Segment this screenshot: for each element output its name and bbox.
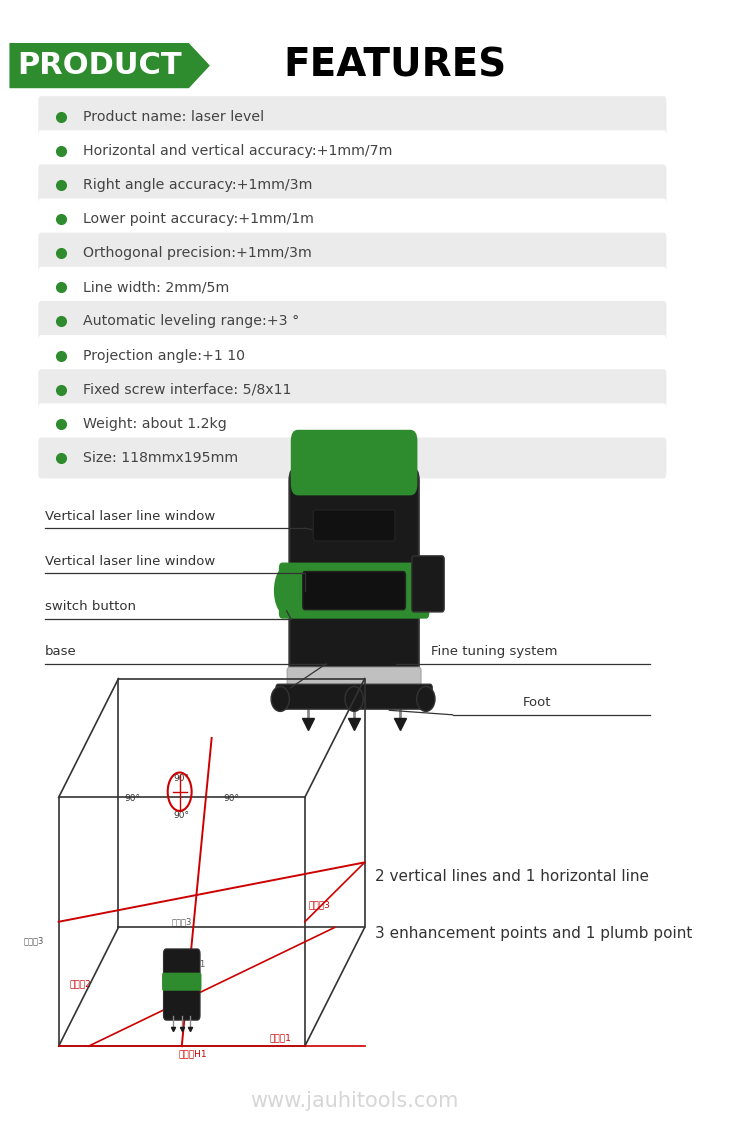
- Text: 增强点3: 增强点3: [23, 936, 44, 946]
- Text: Weight: about 1.2kg: Weight: about 1.2kg: [83, 417, 227, 431]
- Text: Product name: laser level: Product name: laser level: [83, 110, 265, 123]
- Text: 增强点3: 增强点3: [171, 917, 191, 926]
- FancyBboxPatch shape: [38, 233, 667, 274]
- Text: PRODUCT: PRODUCT: [16, 51, 182, 80]
- Text: Projection angle:+1 10: Projection angle:+1 10: [83, 348, 245, 363]
- Text: 90°: 90°: [174, 811, 190, 820]
- Text: Size: 118mmx195mm: Size: 118mmx195mm: [83, 451, 238, 465]
- FancyBboxPatch shape: [38, 335, 667, 375]
- Text: Fixed screw interface: 5/8x11: Fixed screw interface: 5/8x11: [83, 382, 292, 397]
- Text: 垂直线2: 垂直线2: [69, 979, 91, 988]
- FancyBboxPatch shape: [290, 467, 418, 698]
- FancyBboxPatch shape: [38, 404, 667, 444]
- Ellipse shape: [274, 567, 296, 614]
- Text: Fine tuning system: Fine tuning system: [431, 646, 558, 658]
- Text: 增强点1: 增强点1: [185, 959, 206, 968]
- FancyBboxPatch shape: [303, 571, 406, 610]
- FancyBboxPatch shape: [38, 130, 667, 171]
- Ellipse shape: [417, 687, 435, 711]
- Text: Lower point accuracy:+1mm/1m: Lower point accuracy:+1mm/1m: [83, 211, 314, 226]
- Text: 90°: 90°: [223, 794, 239, 803]
- Text: 垂直线1: 垂直线1: [270, 1034, 292, 1043]
- FancyBboxPatch shape: [38, 267, 667, 308]
- Text: www.jauhitools.com: www.jauhitools.com: [250, 1090, 458, 1111]
- FancyBboxPatch shape: [38, 438, 667, 478]
- FancyBboxPatch shape: [314, 510, 395, 541]
- Text: 2 vertical lines and 1 horizontal line: 2 vertical lines and 1 horizontal line: [375, 869, 650, 884]
- Text: Foot: Foot: [523, 697, 551, 709]
- Text: Vertical laser line window: Vertical laser line window: [44, 555, 214, 568]
- Text: Automatic leveling range:+3 °: Automatic leveling range:+3 °: [83, 314, 299, 328]
- FancyBboxPatch shape: [287, 667, 421, 697]
- FancyBboxPatch shape: [162, 973, 202, 991]
- Text: Orthogonal precision:+1mm/3m: Orthogonal precision:+1mm/3m: [83, 247, 312, 260]
- FancyBboxPatch shape: [279, 562, 429, 619]
- Ellipse shape: [271, 687, 290, 711]
- Text: Line width: 2mm/5m: Line width: 2mm/5m: [83, 280, 230, 294]
- FancyBboxPatch shape: [291, 430, 418, 495]
- Text: 90°: 90°: [124, 794, 140, 803]
- Ellipse shape: [345, 687, 363, 711]
- FancyBboxPatch shape: [38, 164, 667, 206]
- FancyBboxPatch shape: [38, 301, 667, 342]
- Text: 3 enhancement points and 1 plumb point: 3 enhancement points and 1 plumb point: [375, 925, 692, 941]
- Text: FEATURES: FEATURES: [284, 46, 507, 85]
- Text: 垂直线3: 垂直线3: [308, 900, 330, 909]
- Text: base: base: [44, 646, 76, 658]
- Text: Horizontal and vertical accuracy:+1mm/7m: Horizontal and vertical accuracy:+1mm/7m: [83, 144, 393, 157]
- Text: 水平线H1: 水平线H1: [178, 1050, 207, 1059]
- FancyBboxPatch shape: [38, 199, 667, 240]
- Text: 90°: 90°: [174, 774, 190, 783]
- FancyBboxPatch shape: [276, 684, 432, 709]
- FancyBboxPatch shape: [38, 369, 667, 411]
- FancyBboxPatch shape: [164, 949, 200, 1020]
- Text: Right angle accuracy:+1mm/3m: Right angle accuracy:+1mm/3m: [83, 178, 313, 192]
- Text: Vertical laser line window: Vertical laser line window: [44, 510, 214, 523]
- FancyBboxPatch shape: [38, 96, 667, 137]
- Polygon shape: [10, 43, 210, 88]
- Text: switch button: switch button: [44, 601, 136, 613]
- FancyBboxPatch shape: [412, 555, 444, 612]
